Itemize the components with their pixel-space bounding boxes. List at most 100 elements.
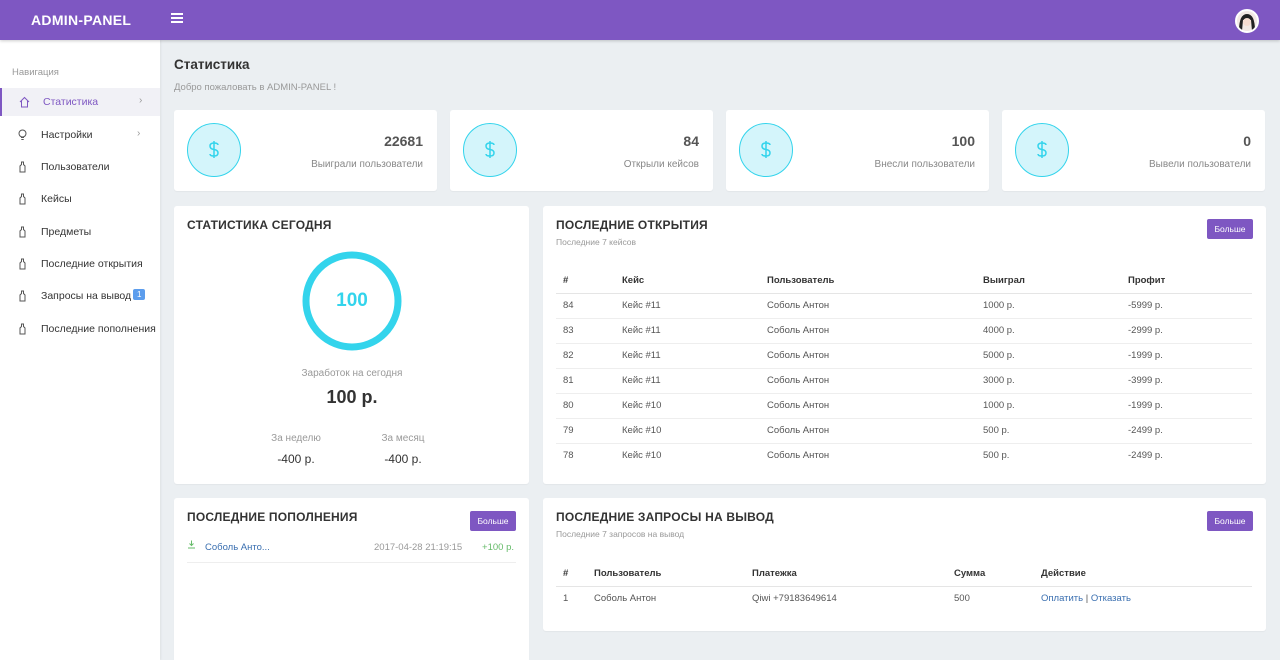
chevron-right-icon: › bbox=[137, 128, 141, 139]
sidebar-item-items[interactable]: Предметы bbox=[0, 218, 160, 246]
refuse-link[interactable]: Отказать bbox=[1090, 593, 1131, 605]
col-header: Профит bbox=[1128, 268, 1252, 294]
cell-id: 1 bbox=[563, 593, 569, 605]
col-header: # bbox=[556, 561, 594, 587]
last-openings-card: ПОСЛЕДНИЕ ОТКРЫТИЯ Последние 7 кейсов Бо… bbox=[543, 206, 1266, 484]
sidebar-item-withdraw-requests[interactable]: Запросы на вывод 1 bbox=[0, 282, 160, 310]
cell-case: Кейс #10 bbox=[622, 418, 767, 444]
cell-id: 83 bbox=[556, 318, 622, 344]
lightbulb-icon bbox=[18, 129, 27, 140]
cell-actions: Оплатить | Отказать bbox=[1041, 586, 1252, 611]
cell-case: Кейс #11 bbox=[622, 368, 767, 394]
cell-profit: -2499 р. bbox=[1128, 418, 1252, 444]
card-subtitle: Последние 7 кейсов bbox=[556, 237, 637, 247]
cell-won: 500 р. bbox=[983, 450, 1010, 462]
dollar-icon bbox=[761, 141, 771, 158]
month-label: За месяц bbox=[381, 433, 425, 444]
dollar-icon bbox=[485, 141, 495, 158]
user-link[interactable]: Соболь Антон bbox=[767, 418, 983, 444]
sidebar-item-settings[interactable]: Настройки › bbox=[0, 121, 160, 149]
deposit-date: 2017-04-28 21:19:15 bbox=[374, 542, 463, 553]
page-subtitle: Добро пожаловать в ADMIN-PANEL ! bbox=[174, 82, 337, 93]
stat-value: 0 bbox=[1243, 133, 1251, 149]
table-row: 79 Кейс #10 Соболь Антон 500 р. -2499 р. bbox=[556, 418, 1252, 444]
user-link[interactable]: Соболь Анто... bbox=[205, 542, 270, 553]
deposit-amount: +100 р. bbox=[482, 542, 514, 553]
hamburger-menu-icon[interactable] bbox=[171, 13, 183, 25]
cell-sum: 500 bbox=[954, 593, 970, 605]
cell-case: Кейс #11 bbox=[622, 343, 767, 369]
week-label: За неделю bbox=[271, 433, 321, 444]
cell-id: 84 bbox=[556, 293, 622, 319]
sidebar-item-statistics[interactable]: Статистика › bbox=[0, 88, 160, 116]
user-link[interactable]: Соболь Антон bbox=[767, 450, 830, 462]
table-row: 81 Кейс #11 Соболь Антон 3000 р. -3999 р… bbox=[556, 368, 1252, 394]
progress-ring bbox=[302, 251, 402, 351]
col-header: Кейс bbox=[622, 268, 767, 294]
chevron-right-icon: › bbox=[139, 95, 143, 106]
col-header: # bbox=[556, 268, 622, 294]
user-link[interactable]: Соболь Антон bbox=[767, 393, 983, 419]
deposits-more-button[interactable]: Больше bbox=[470, 511, 516, 531]
table-row: 1 Соболь Антон Qiwi +79183649614 500 Опл… bbox=[556, 586, 1252, 611]
cell-profit: -2499 р. bbox=[1128, 450, 1163, 462]
sidebar-item-label: Кейсы bbox=[41, 193, 72, 205]
cell-id: 81 bbox=[556, 368, 622, 394]
sidebar-item-label: Предметы bbox=[41, 226, 92, 238]
sidebar: Навигация Статистика › Настройки › Польз… bbox=[0, 40, 160, 660]
stat-card-deposited: 100 Внесли пользователи bbox=[726, 110, 989, 191]
table-row: 82 Кейс #11 Соболь Антон 5000 р. -1999 р… bbox=[556, 343, 1252, 369]
col-header: Пользователь bbox=[594, 561, 752, 587]
sidebar-item-last-openings[interactable]: Последние открытия bbox=[0, 250, 160, 278]
col-header: Пользователь bbox=[767, 268, 983, 294]
sidebar-item-label: Последние пополнения bbox=[41, 323, 156, 335]
bottle-icon bbox=[19, 226, 26, 238]
ring-value: 100 bbox=[336, 290, 368, 311]
openings-table: # Кейс Пользователь Выиграл Профит 84 Ке… bbox=[556, 268, 1252, 468]
stat-label: Открыли кейсов bbox=[623, 159, 699, 170]
brand-logo[interactable]: ADMIN-PANEL bbox=[31, 12, 132, 28]
month-value: -400 р. bbox=[384, 452, 422, 466]
stat-card-opened: 84 Открыли кейсов bbox=[450, 110, 713, 191]
col-header: Выиграл bbox=[983, 268, 1128, 294]
user-link[interactable]: Соболь Антон bbox=[767, 293, 983, 319]
user-link[interactable]: Соболь Антон bbox=[594, 593, 657, 605]
stat-label: Вывели пользователи bbox=[1149, 159, 1251, 170]
page-title: Статистика bbox=[174, 57, 250, 72]
action-separator: | bbox=[1083, 593, 1091, 605]
stat-label: Внесли пользователи bbox=[874, 159, 975, 170]
user-link[interactable]: Соболь Антон bbox=[767, 343, 983, 369]
bottle-icon bbox=[19, 323, 26, 335]
last-deposits-card: ПОСЛЕДНИЕ ПОПОЛНЕНИЯ Больше Соболь Анто.… bbox=[174, 498, 529, 660]
cell-case: Кейс #11 bbox=[622, 293, 767, 319]
dollar-icon bbox=[209, 141, 219, 158]
top-bar: ADMIN-PANEL bbox=[0, 0, 1280, 40]
user-avatar[interactable] bbox=[1235, 9, 1259, 33]
card-title: ПОСЛЕДНИЕ ПОПОЛНЕНИЯ bbox=[187, 510, 358, 524]
sidebar-item-label: Последние открытия bbox=[41, 258, 143, 270]
withdraw-requests-card: ПОСЛЕДНИЕ ЗАПРОСЫ НА ВЫВОД Последние 7 з… bbox=[543, 498, 1266, 631]
card-subtitle: Последние 7 запросов на вывод bbox=[556, 529, 685, 539]
user-link[interactable]: Соболь Антон bbox=[767, 368, 983, 394]
stat-label: Выиграли пользователи bbox=[311, 159, 423, 170]
sidebar-item-label: Пользователи bbox=[41, 161, 110, 173]
stat-card-won: 22681 Выиграли пользователи bbox=[174, 110, 437, 191]
sidebar-item-cases[interactable]: Кейсы bbox=[0, 185, 160, 213]
cell-case: Кейс #11 bbox=[622, 318, 767, 344]
withdraw-count-badge: 1 bbox=[133, 289, 146, 300]
cell-won: 4000 р. bbox=[983, 318, 1128, 344]
sidebar-item-last-deposits[interactable]: Последние пополнения bbox=[0, 315, 160, 343]
pay-link[interactable]: Оплатить bbox=[1041, 593, 1084, 605]
sidebar-item-label: Настройки bbox=[41, 129, 93, 141]
cell-id: 78 bbox=[563, 450, 574, 462]
sidebar-item-users[interactable]: Пользователи bbox=[0, 153, 160, 181]
stat-value: 22681 bbox=[384, 133, 423, 149]
openings-more-button[interactable]: Больше bbox=[1207, 219, 1253, 239]
cell-id: 79 bbox=[556, 418, 622, 444]
user-link[interactable]: Соболь Антон bbox=[767, 318, 983, 344]
col-header: Платежка bbox=[752, 561, 954, 587]
withdrawals-more-button[interactable]: Больше bbox=[1207, 511, 1253, 531]
stat-value: 84 bbox=[683, 133, 699, 149]
stat-value: 100 bbox=[951, 133, 975, 149]
bottle-icon bbox=[19, 258, 26, 270]
